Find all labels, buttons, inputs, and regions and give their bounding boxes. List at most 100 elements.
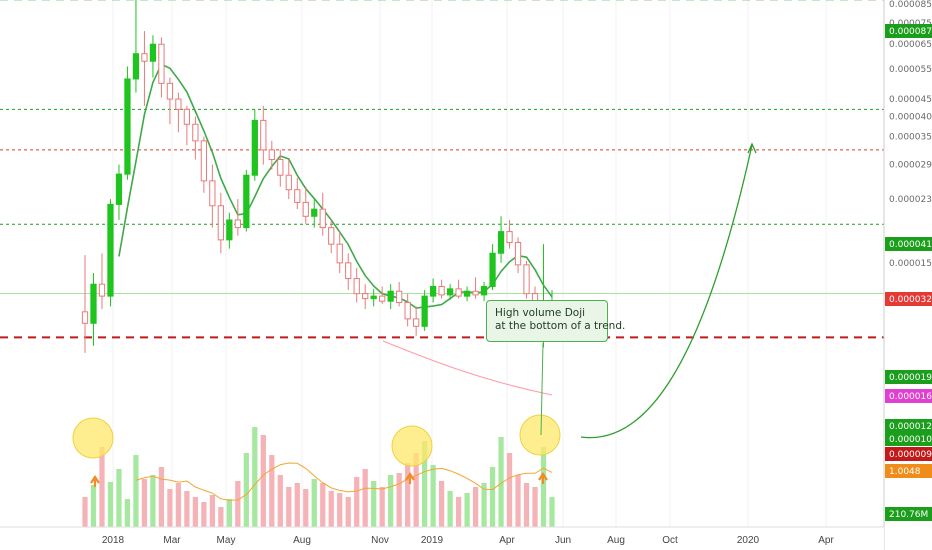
volume-bar bbox=[464, 493, 470, 527]
candle bbox=[251, 109, 258, 181]
time-tick-label: 2018 bbox=[102, 535, 125, 546]
volume-bar bbox=[320, 483, 326, 527]
projection-arrowhead-icon bbox=[747, 142, 757, 154]
volume-bar bbox=[303, 489, 309, 527]
price-badge: 0.00000910 bbox=[885, 447, 932, 461]
candle-body bbox=[506, 231, 513, 243]
price-badge-label: 210.76M bbox=[889, 510, 928, 520]
candle-body bbox=[81, 311, 89, 324]
candle-body bbox=[183, 108, 191, 125]
volume-bar bbox=[311, 479, 317, 527]
candle-body bbox=[413, 318, 420, 327]
candle bbox=[413, 306, 420, 336]
volume-bar bbox=[286, 487, 292, 527]
volume-bar bbox=[226, 499, 232, 527]
volume-bar bbox=[133, 455, 139, 527]
candle-body bbox=[200, 140, 208, 182]
candle bbox=[396, 281, 403, 307]
callout-line1: High volume Doji bbox=[495, 307, 586, 319]
highlight-circle bbox=[391, 425, 433, 467]
candle bbox=[379, 286, 386, 304]
time-axis-background bbox=[0, 527, 884, 550]
candle bbox=[353, 267, 360, 303]
time-axis[interactable]: 2018 Mar May Aug Nov 2019 Apr Jun Aug Oct 2020 Apr bbox=[0, 526, 884, 550]
candle-body bbox=[209, 180, 216, 207]
candle bbox=[124, 66, 131, 180]
price-badge-bg bbox=[885, 432, 932, 446]
price-badge-bg bbox=[885, 292, 932, 306]
time-tick-label: Apr bbox=[818, 535, 834, 546]
volume-bar bbox=[515, 475, 521, 527]
time-tick-label: 2020 bbox=[737, 535, 760, 546]
price-badge: 0.00001091 bbox=[885, 432, 932, 446]
time-tick-label: Mar bbox=[163, 535, 181, 546]
highlight-circle bbox=[519, 414, 561, 456]
candle-body bbox=[277, 159, 284, 176]
volume-ma-line bbox=[135, 462, 553, 501]
up-arrow-icon bbox=[405, 472, 415, 484]
volume-bars bbox=[82, 427, 555, 527]
price-badge-bg bbox=[885, 419, 932, 433]
price-badge-bg bbox=[885, 370, 932, 384]
candle-body bbox=[132, 53, 140, 80]
volume-bar bbox=[243, 453, 249, 527]
price-badge-label: 0.00000910 bbox=[889, 450, 932, 460]
price-badge: 0.00001654 bbox=[885, 389, 932, 403]
price-badge-label: 0.00001221 bbox=[889, 422, 932, 432]
candle-body bbox=[328, 227, 335, 245]
candle bbox=[370, 288, 377, 307]
candle bbox=[463, 286, 471, 302]
candle bbox=[328, 219, 335, 254]
volume-bar bbox=[430, 465, 436, 527]
price-tick-label: 0.00003500 bbox=[889, 133, 932, 143]
price-badge: 0.00004198 bbox=[885, 237, 932, 251]
volume-bar bbox=[549, 497, 555, 527]
price-badge-bg bbox=[885, 464, 932, 478]
candle-body bbox=[429, 286, 437, 297]
volume-bar bbox=[532, 487, 538, 527]
candle-body bbox=[311, 208, 318, 217]
candle-body bbox=[514, 241, 522, 266]
candle bbox=[421, 290, 428, 331]
price-tick-label: 0.00004000 bbox=[889, 113, 932, 123]
ma-short-line bbox=[118, 63, 553, 309]
price-badge: 210.76M bbox=[885, 507, 932, 521]
candle bbox=[217, 192, 224, 254]
candle bbox=[141, 31, 148, 106]
candle bbox=[183, 105, 191, 146]
candle bbox=[497, 216, 505, 263]
moving-averages bbox=[118, 63, 553, 396]
candle-body bbox=[336, 243, 343, 264]
candle-body bbox=[107, 203, 114, 297]
candle-body bbox=[455, 288, 462, 297]
volume-bar bbox=[124, 499, 131, 527]
candle-body bbox=[353, 278, 360, 295]
volume-bar bbox=[354, 477, 360, 527]
candle-body bbox=[234, 219, 241, 229]
candle-body bbox=[124, 78, 131, 175]
time-tick-label: 2019 bbox=[421, 535, 444, 546]
candle-body bbox=[438, 286, 445, 296]
volume-bar bbox=[396, 473, 402, 527]
candle bbox=[455, 279, 462, 299]
price-badge-label: 0.00003201 bbox=[889, 295, 932, 305]
candle bbox=[107, 199, 114, 307]
candle-body bbox=[302, 201, 309, 217]
volume-bar bbox=[405, 463, 411, 527]
candle bbox=[489, 244, 496, 291]
candle-body bbox=[217, 205, 224, 241]
price-badge: 1.0048 bbox=[885, 464, 932, 478]
volume-bar bbox=[413, 453, 419, 527]
candle-body bbox=[149, 43, 157, 62]
callout-note[interactable]: High volume Doji at the bottom of a tren… bbox=[486, 300, 625, 342]
price-axis[interactable]: 0.00008500 0.00007500 0.00006500 0.00005500… bbox=[883, 0, 932, 550]
candle bbox=[98, 253, 106, 310]
candle-body bbox=[158, 43, 165, 84]
candle-body bbox=[421, 295, 428, 327]
time-tick-label: May bbox=[217, 535, 236, 546]
volume-bar bbox=[489, 467, 496, 527]
time-tick-label: Oct bbox=[662, 535, 678, 546]
time-tick-label: Aug bbox=[607, 535, 625, 546]
candle bbox=[200, 136, 208, 193]
